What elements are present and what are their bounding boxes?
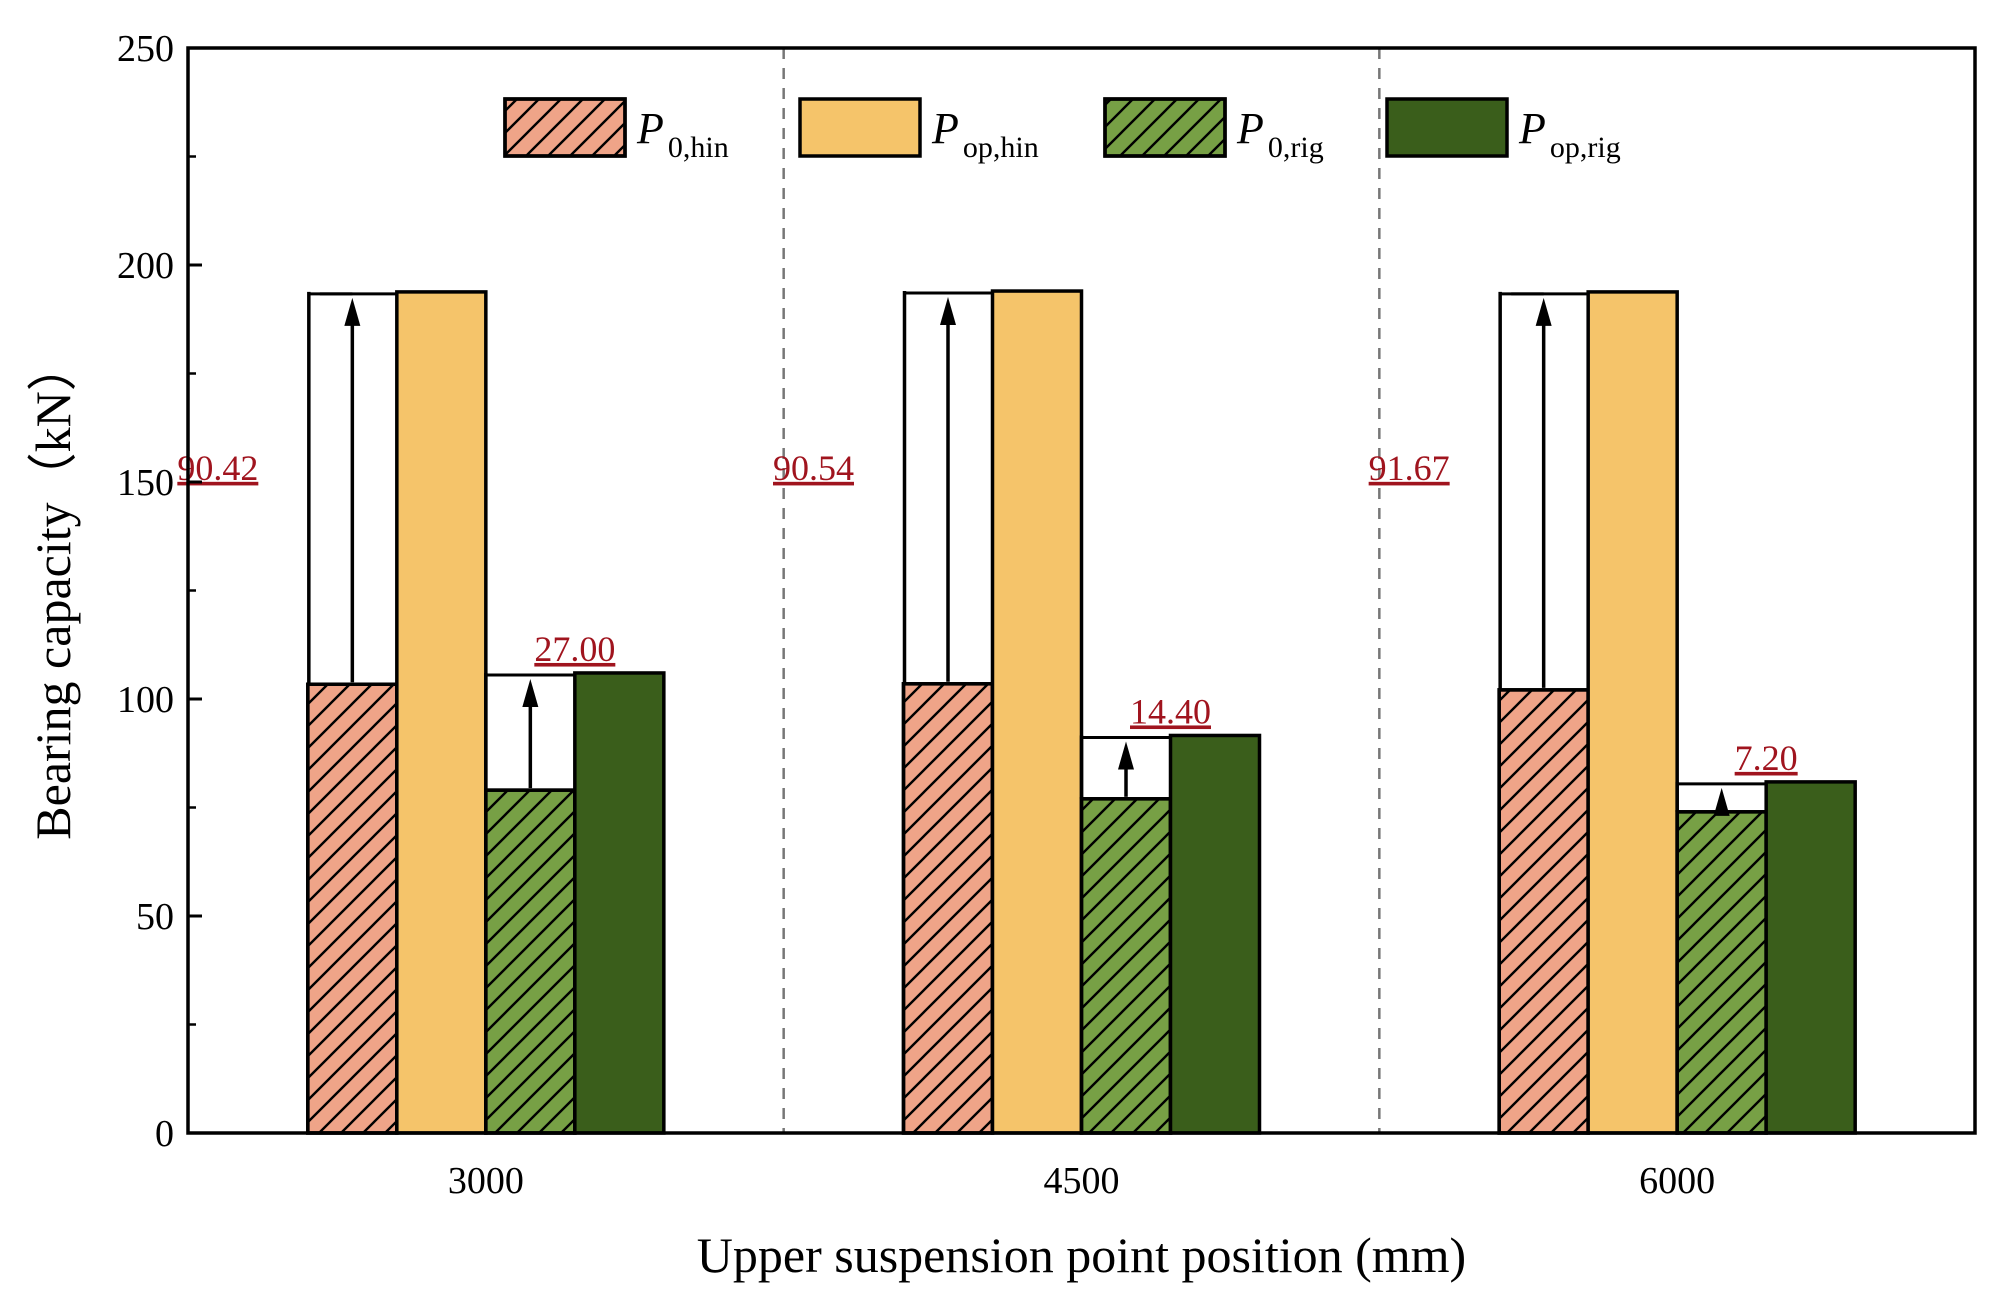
x-tick-label: 3000 (448, 1160, 524, 1202)
arrow-head (1713, 787, 1730, 816)
y-tick-label: 200 (117, 245, 174, 287)
x-tick-label: 6000 (1639, 1160, 1715, 1202)
annotation-hin-3000: 90.42 (177, 291, 397, 685)
bar-Pop,rig-3000 (573, 671, 666, 1135)
y-tick-label: 250 (117, 28, 174, 70)
plot-area: 90.42 27.00 90.54 14.40 91.67 7.20 (177, 48, 1857, 1135)
legend-swatch (1385, 97, 1509, 158)
legend-label-main: P (931, 104, 959, 153)
bar-Pop,hin-4500 (990, 289, 1084, 1135)
bar-Pop,rig-4500 (1168, 733, 1262, 1135)
arrow-head (344, 297, 361, 326)
annotation-label: 27.00 (534, 629, 615, 669)
y-axis-title: Bearing capacity（kN） (25, 341, 81, 839)
y-tick-label: 50 (136, 896, 174, 938)
bar-hatch-P0,hin-3000 (306, 682, 399, 1135)
annotation-rig-6000: 7.20 (1675, 738, 1798, 816)
annotation-label: 7.20 (1735, 738, 1798, 778)
legend-swatch-hatch (503, 97, 627, 158)
arrow-head (1118, 741, 1134, 770)
legend-swatch (798, 97, 922, 158)
annotation-rig-3000: 27.00 (484, 629, 615, 791)
y-tick-label: 0 (155, 1113, 174, 1155)
arrow-head (940, 297, 956, 326)
axes: 0 50 100 150 200 250 3000 4500 6000 Upper suspens… (25, 28, 1977, 1283)
bar-hatch-P0,hin-6000 (1497, 688, 1590, 1135)
bar-Pop,rig-6000 (1764, 780, 1857, 1135)
annotation-hin-6000: 91.67 (1369, 291, 1589, 690)
legend-label-sub: 0,rig (1268, 131, 1324, 164)
annotation-hin-4500: 90.54 (773, 291, 993, 684)
legend-label: P 0,hin (636, 104, 729, 164)
annotation-label: 90.54 (773, 448, 854, 488)
bar-hatch-P0,rig-3000 (484, 788, 577, 1135)
x-axis-title: Upper suspension point position (mm) (697, 1227, 1466, 1283)
y-tick-label: 150 (117, 462, 174, 504)
legend-label-sub: op,rig (1550, 131, 1621, 164)
x-tick-label: 4500 (1044, 1160, 1120, 1202)
legend-label-sub: op,hin (963, 131, 1039, 164)
bar-hatch-P0,hin-4500 (901, 682, 995, 1135)
arrow-head (1535, 297, 1552, 326)
legend-label-main: P (1236, 104, 1264, 153)
legend-label: P 0,rig (1236, 104, 1324, 164)
legend-label-main: P (636, 104, 664, 153)
bar-hatch-P0,rig-6000 (1675, 810, 1768, 1135)
legend-label-main: P (1518, 104, 1546, 153)
legend-label-sub: 0,hin (668, 131, 729, 164)
legend-item-P0,hin: P 0,hin (503, 97, 729, 164)
annotation-label: 91.67 (1369, 448, 1450, 488)
legend-item-P0,rig: P 0,rig (1103, 97, 1324, 164)
legend-swatch-hatch (1103, 97, 1227, 158)
annotation-rig-4500: 14.40 (1079, 691, 1211, 799)
y-tick-label: 100 (117, 679, 174, 721)
bar-Pop,hin-6000 (1586, 290, 1679, 1135)
bar-hatch-P0,rig-4500 (1079, 797, 1173, 1135)
arrow-head (522, 678, 539, 707)
bar-Pop,hin-3000 (395, 290, 488, 1135)
annotation-label: 14.40 (1130, 691, 1211, 731)
